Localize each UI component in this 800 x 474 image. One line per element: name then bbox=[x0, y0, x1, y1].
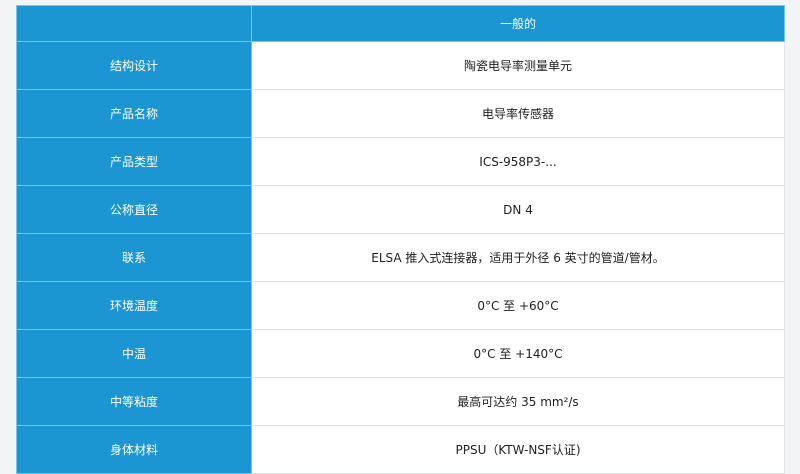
table-row: 中等粘度 最高可达约 35 mm²/s bbox=[16, 377, 785, 426]
row-value: 陶瓷电导率测量单元 bbox=[251, 41, 785, 90]
row-value: 0°C 至 +140°C bbox=[251, 329, 785, 378]
table-row: 身体材料 PPSU（KTW-NSF认证) bbox=[16, 425, 785, 474]
table-header: 一般的 bbox=[16, 5, 785, 42]
table-row: 环境温度 0°C 至 +60°C bbox=[16, 281, 785, 330]
table-row: 中温 0°C 至 +140°C bbox=[16, 329, 785, 378]
row-value: ICS-958P3-... bbox=[251, 137, 785, 186]
row-label: 公称直径 bbox=[16, 185, 252, 234]
row-label: 身体材料 bbox=[16, 425, 252, 474]
row-label: 中等粘度 bbox=[16, 377, 252, 426]
table-row: 产品类型 ICS-958P3-... bbox=[16, 137, 785, 186]
header-title: 一般的 bbox=[251, 5, 785, 42]
row-value: 0°C 至 +60°C bbox=[251, 281, 785, 330]
row-value: 电导率传感器 bbox=[251, 89, 785, 138]
table-row: 产品名称 电导率传感器 bbox=[16, 89, 785, 138]
row-label: 结构设计 bbox=[16, 41, 252, 90]
spec-table: 一般的 结构设计 陶瓷电导率测量单元 产品名称 电导率传感器 产品类型 ICS-958P3… bbox=[16, 5, 785, 474]
table-row: 公称直径 DN 4 bbox=[16, 185, 785, 234]
row-value: DN 4 bbox=[251, 185, 785, 234]
row-value: 最高可达约 35 mm²/s bbox=[251, 377, 785, 426]
row-label: 环境温度 bbox=[16, 281, 252, 330]
row-label: 产品名称 bbox=[16, 89, 252, 138]
table-row: 结构设计 陶瓷电导率测量单元 bbox=[16, 41, 785, 90]
row-label: 中温 bbox=[16, 329, 252, 378]
table-row: 联系 ELSA 推入式连接器，适用于外径 6 英寸的管道/管材。 bbox=[16, 233, 785, 282]
row-value: PPSU（KTW-NSF认证) bbox=[251, 425, 785, 474]
row-label: 产品类型 bbox=[16, 137, 252, 186]
header-label-cell bbox=[16, 5, 252, 42]
row-label: 联系 bbox=[16, 233, 252, 282]
row-value: ELSA 推入式连接器，适用于外径 6 英寸的管道/管材。 bbox=[251, 233, 785, 282]
